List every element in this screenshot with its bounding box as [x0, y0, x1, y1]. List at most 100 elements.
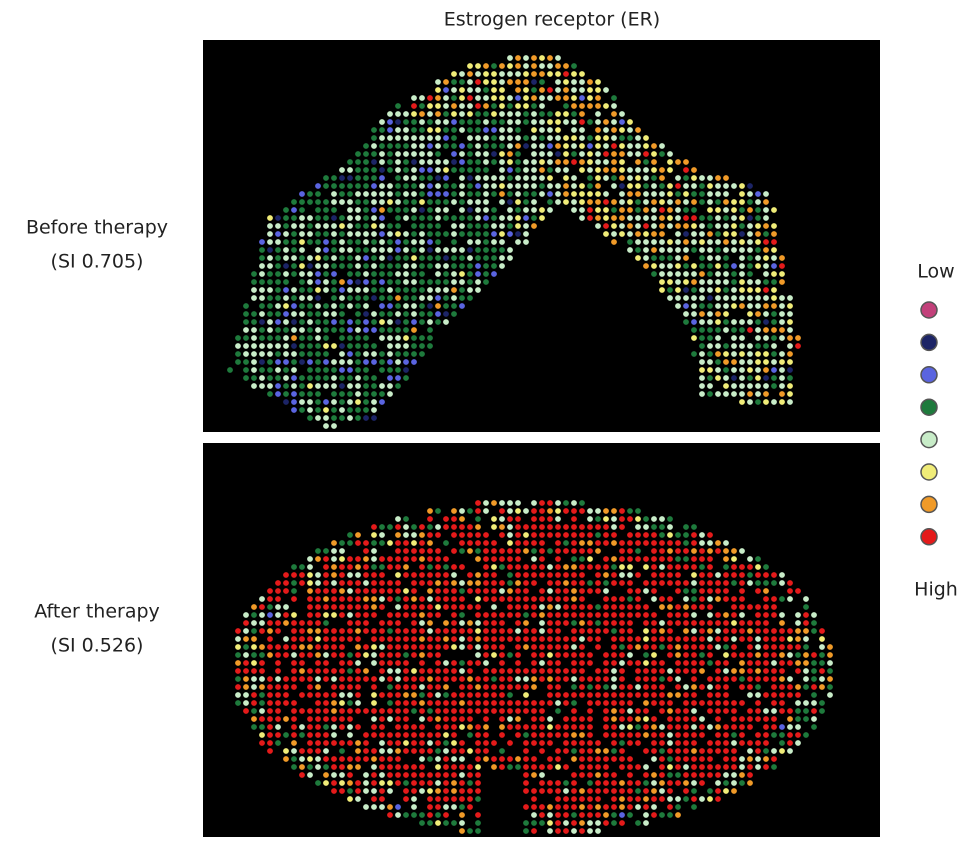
dot — [395, 255, 401, 261]
dot — [499, 660, 505, 666]
dot — [267, 287, 273, 293]
dot — [571, 572, 577, 578]
dot — [235, 652, 241, 658]
dot — [475, 756, 481, 762]
dot — [267, 596, 273, 602]
dot — [659, 279, 665, 285]
dot — [579, 764, 585, 770]
dot — [627, 596, 633, 602]
dot — [331, 319, 337, 325]
dot — [531, 103, 537, 109]
dot — [435, 580, 441, 586]
dot — [355, 532, 361, 538]
dot — [419, 684, 425, 690]
dot — [643, 223, 649, 229]
dot — [507, 532, 513, 538]
dot — [291, 263, 297, 269]
dot — [627, 167, 633, 173]
dot — [707, 660, 713, 666]
dot — [547, 780, 553, 786]
dot — [691, 588, 697, 594]
dot — [507, 708, 513, 714]
dot — [723, 239, 729, 245]
dot — [539, 119, 545, 125]
dot — [611, 143, 617, 149]
dot — [571, 516, 577, 522]
dot — [627, 652, 633, 658]
dot — [755, 311, 761, 317]
dot — [619, 159, 625, 165]
dot — [579, 604, 585, 610]
dot — [715, 676, 721, 682]
dot — [467, 716, 473, 722]
dot — [731, 207, 737, 213]
dot — [635, 716, 641, 722]
dot — [619, 215, 625, 221]
dot — [291, 199, 297, 205]
dot — [643, 668, 649, 674]
dot — [547, 652, 553, 658]
dot — [659, 556, 665, 562]
dot — [291, 708, 297, 714]
dot — [355, 231, 361, 237]
dot — [555, 119, 561, 125]
dot — [531, 135, 537, 141]
dot — [723, 788, 729, 794]
dot — [419, 540, 425, 546]
dot — [771, 359, 777, 365]
dot — [395, 151, 401, 157]
dot — [315, 724, 321, 730]
dot — [739, 351, 745, 357]
dot — [603, 652, 609, 658]
dot — [539, 764, 545, 770]
dot — [771, 684, 777, 690]
dot — [731, 580, 737, 586]
dot — [635, 660, 641, 666]
dot — [459, 684, 465, 690]
dot — [563, 103, 569, 109]
dot — [323, 223, 329, 229]
dot — [315, 740, 321, 746]
dot — [595, 127, 601, 133]
dot — [459, 796, 465, 802]
dot — [571, 796, 577, 802]
dot — [595, 199, 601, 205]
dot — [779, 375, 785, 381]
dot — [299, 295, 305, 301]
dot — [323, 239, 329, 245]
dot — [611, 692, 617, 698]
dot — [643, 556, 649, 562]
dot — [747, 215, 753, 221]
dot — [803, 700, 809, 706]
dot — [403, 183, 409, 189]
dot — [531, 71, 537, 77]
dot — [291, 628, 297, 634]
dot — [707, 191, 713, 197]
dot — [307, 684, 313, 690]
dot — [683, 263, 689, 269]
dot — [395, 548, 401, 554]
dot — [747, 652, 753, 658]
dot — [795, 343, 801, 349]
dot — [691, 207, 697, 213]
dot — [651, 796, 657, 802]
dot — [307, 239, 313, 245]
dot — [483, 612, 489, 618]
dot — [571, 500, 577, 506]
dot — [315, 660, 321, 666]
dot — [611, 199, 617, 205]
dot — [667, 247, 673, 253]
dot — [595, 788, 601, 794]
dot — [635, 247, 641, 253]
dot — [443, 564, 449, 570]
dot — [331, 636, 337, 642]
dot — [363, 303, 369, 309]
dot — [379, 223, 385, 229]
dot — [419, 700, 425, 706]
dot — [283, 335, 289, 341]
dot — [427, 812, 433, 818]
dot — [611, 796, 617, 802]
dot — [355, 756, 361, 762]
dot — [267, 303, 273, 309]
dot — [347, 668, 353, 674]
